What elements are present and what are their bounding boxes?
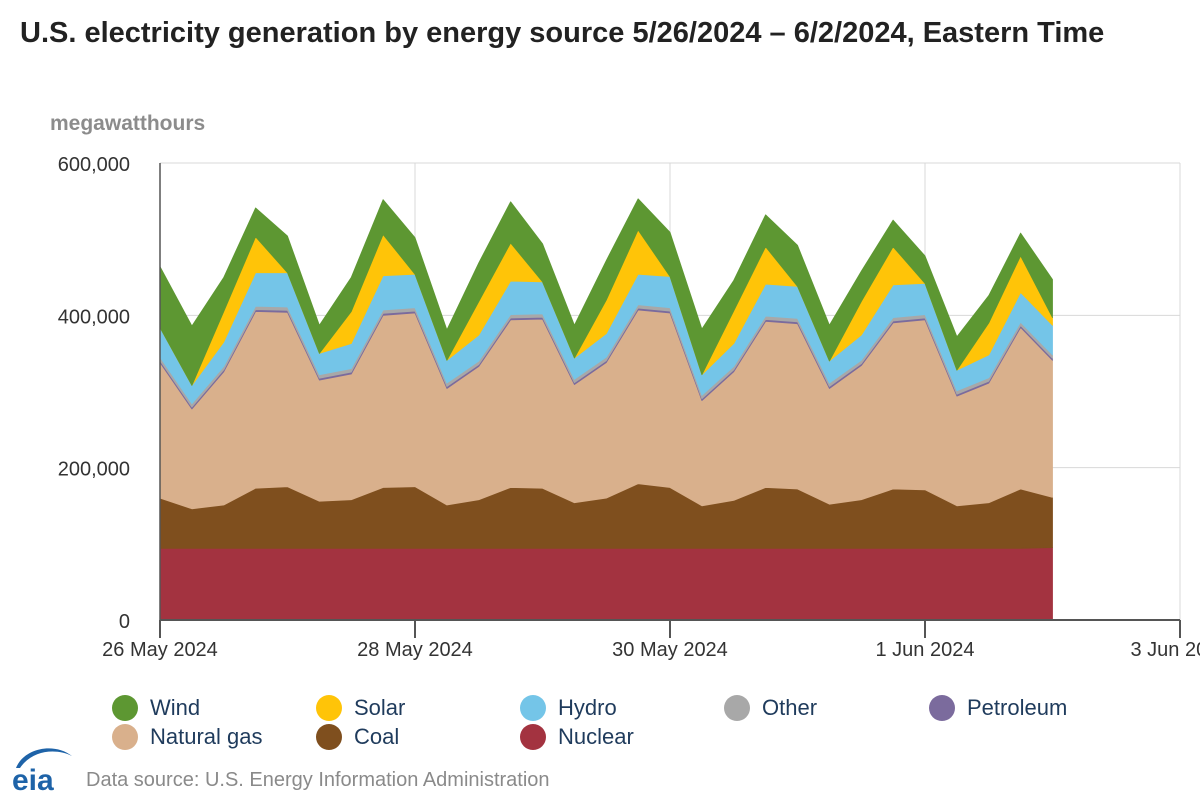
y-tick-label: 400,000 xyxy=(58,306,130,328)
legend-swatch-solar xyxy=(316,695,342,721)
legend-item-petroleum[interactable]: Petroleum xyxy=(929,694,1067,722)
y-tick-label: 200,000 xyxy=(58,459,130,481)
eia-logo-text: eia xyxy=(12,764,54,794)
x-tick-label: 28 May 2024 xyxy=(357,639,473,661)
legend-swatch-wind xyxy=(112,695,138,721)
legend-label-hydro: Hydro xyxy=(558,695,617,720)
legend-item-wind[interactable]: Wind xyxy=(112,694,200,722)
legend-swatch-natural-gas xyxy=(112,724,138,750)
x-tick-label: 3 Jun 2024 xyxy=(1131,639,1200,661)
y-axis-unit-label: megawatthours xyxy=(50,112,206,135)
legend-label-other: Other xyxy=(762,695,818,720)
x-tick-label: 26 May 2024 xyxy=(102,639,218,661)
legend-label-wind: Wind xyxy=(150,695,201,720)
area-nuclear xyxy=(159,547,1053,621)
x-tick-label: 30 May 2024 xyxy=(612,639,728,661)
legend-swatch-coal xyxy=(316,724,342,750)
legend-swatch-nuclear xyxy=(520,724,546,750)
axes: 0 200,000 400,000 600,000 26 May 2024 28 May … xyxy=(58,154,1200,661)
data-source-note: Data source: U.S. Energy Information Adm… xyxy=(86,768,550,791)
legend-item-coal[interactable]: Coal xyxy=(316,723,399,751)
chart-title: U.S. electricity generation by energy so… xyxy=(20,17,1105,49)
eia-logo: eia xyxy=(12,748,72,794)
y-tick-label: 0 xyxy=(119,611,130,633)
stacked-areas xyxy=(159,198,1053,621)
legend-label-natural-gas: Natural gas xyxy=(150,724,263,749)
legend-label-nuclear: Nuclear xyxy=(558,724,634,749)
y-tick-label: 600,000 xyxy=(58,154,130,176)
legend-swatch-other xyxy=(724,695,750,721)
legend-label-petroleum: Petroleum xyxy=(967,695,1068,720)
legend-item-hydro[interactable]: Hydro xyxy=(520,694,617,722)
legend-swatch-hydro xyxy=(520,695,546,721)
legend-item-other[interactable]: Other xyxy=(724,694,817,722)
legend-label-coal: Coal xyxy=(354,724,400,749)
legend-swatch-petroleum xyxy=(929,695,955,721)
footer: eia Data source: U.S. Energy Information… xyxy=(10,744,550,794)
legend-item-natural-gas[interactable]: Natural gas xyxy=(112,723,263,751)
x-tick-label: 1 Jun 2024 xyxy=(876,639,975,661)
legend-item-nuclear[interactable]: Nuclear xyxy=(520,723,634,751)
eia-logo-swoosh xyxy=(16,748,72,768)
legend-label-solar: Solar xyxy=(354,695,406,720)
legend-item-solar[interactable]: Solar xyxy=(316,694,405,722)
legend: Wind Solar Hydro Other Petroleum Natural… xyxy=(112,694,1192,758)
area-wind xyxy=(159,198,1053,386)
